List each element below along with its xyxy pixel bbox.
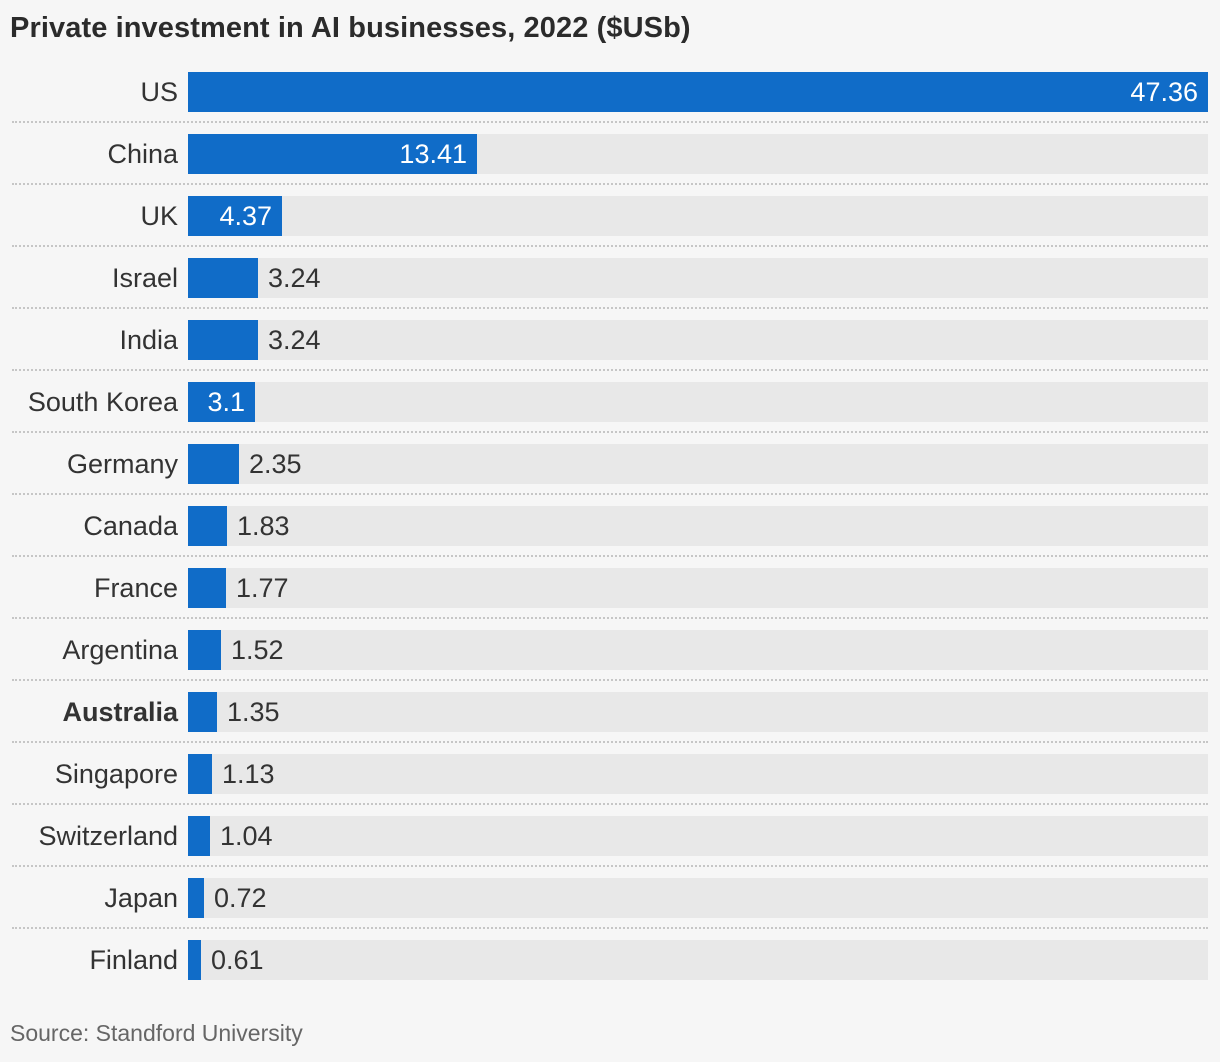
bar-row: France 1.77	[0, 556, 1220, 619]
bar-row: Israel 3.24	[0, 246, 1220, 309]
category-label: China	[107, 139, 178, 169]
bar	[188, 320, 258, 360]
value-label: 1.13	[222, 759, 275, 789]
row-divider	[12, 679, 1208, 681]
bar	[188, 444, 239, 484]
value-label: 1.35	[227, 697, 280, 727]
value-label: 4.37	[219, 201, 272, 231]
bar-row: India 3.24	[0, 308, 1220, 371]
bar-track: 47.36	[188, 72, 1208, 112]
bar	[188, 940, 201, 980]
category-label: South Korea	[27, 387, 178, 417]
category-label: Germany	[66, 449, 178, 479]
category-label: Canada	[83, 511, 178, 541]
bar-track: 4.37	[188, 196, 1208, 236]
bar	[188, 134, 477, 174]
row-divider	[12, 803, 1208, 805]
bar-row: UK 4.37	[0, 184, 1220, 247]
row-divider	[12, 865, 1208, 867]
bar-row: China 13.41	[0, 122, 1220, 185]
value-label: 3.24	[268, 263, 321, 293]
bar	[188, 258, 258, 298]
bar	[188, 568, 226, 608]
bar-track: 3.1	[188, 382, 1208, 422]
bar-chart: US 47.36 China 13.41 UK 4.37 Israel 3.24 India 3.…	[0, 60, 1220, 990]
bar-row: Australia 1.35	[0, 680, 1220, 743]
bar	[188, 72, 1208, 112]
bar	[188, 382, 255, 422]
bar-track: 1.52	[188, 630, 1208, 670]
bar	[188, 754, 212, 794]
bar-track: 1.77	[188, 568, 1208, 608]
category-label: Singapore	[54, 759, 178, 789]
bar-row: Finland 0.61	[0, 928, 1220, 990]
category-label: France	[93, 573, 178, 603]
row-divider	[12, 617, 1208, 619]
bar-track: 1.13	[188, 754, 1208, 794]
bar-row: Singapore 1.13	[0, 742, 1220, 805]
bar-track: 3.24	[188, 258, 1208, 298]
category-label: India	[119, 325, 178, 355]
row-divider	[12, 431, 1208, 433]
row-divider	[12, 555, 1208, 557]
value-label: 2.35	[249, 449, 302, 479]
row-divider	[12, 183, 1208, 185]
category-label: Australia	[62, 697, 178, 727]
category-label: Finland	[89, 945, 178, 975]
value-label: 13.41	[399, 139, 467, 169]
bar	[188, 878, 204, 918]
bar-row: Germany 2.35	[0, 432, 1220, 495]
bar-row: Canada 1.83	[0, 494, 1220, 557]
value-label: 0.72	[214, 883, 267, 913]
bar-row: South Korea 3.1	[0, 370, 1220, 433]
value-label: 1.04	[220, 821, 273, 851]
row-divider	[12, 369, 1208, 371]
row-divider	[12, 927, 1208, 929]
row-divider	[12, 245, 1208, 247]
bar	[188, 196, 282, 236]
source-note: Source: Standford University	[10, 1020, 303, 1046]
row-divider	[12, 121, 1208, 123]
category-label: Argentina	[62, 635, 178, 665]
row-divider	[12, 741, 1208, 743]
bar	[188, 816, 210, 856]
value-label: 0.61	[211, 945, 264, 975]
value-label: 3.1	[207, 387, 245, 417]
value-label: 3.24	[268, 325, 321, 355]
bar-row: Japan 0.72	[0, 866, 1220, 929]
bar-track: 1.35	[188, 692, 1208, 732]
bar-track: 1.83	[188, 506, 1208, 546]
bar	[188, 692, 217, 732]
value-label: 1.52	[231, 635, 284, 665]
row-divider	[12, 493, 1208, 495]
category-label: Switzerland	[38, 821, 178, 851]
bar-row: Switzerland 1.04	[0, 804, 1220, 867]
bar	[188, 506, 227, 546]
category-label: US	[140, 77, 178, 107]
category-label: Israel	[111, 263, 178, 293]
category-label: Japan	[104, 883, 178, 913]
bar-track: 13.41	[188, 134, 1208, 174]
value-label: 1.83	[237, 511, 290, 541]
chart-title: Private investment in AI businesses, 202…	[10, 12, 691, 44]
bar-track: 0.61	[188, 940, 1208, 980]
bar-row: Argentina 1.52	[0, 618, 1220, 681]
category-label: UK	[140, 201, 178, 231]
value-label: 47.36	[1130, 77, 1198, 107]
bar-track: 3.24	[188, 320, 1208, 360]
value-label: 1.77	[236, 573, 289, 603]
row-divider	[12, 307, 1208, 309]
bar-track: 2.35	[188, 444, 1208, 484]
bar	[188, 630, 221, 670]
bar-track: 1.04	[188, 816, 1208, 856]
bar-row: US 47.36	[0, 60, 1220, 123]
bar-track: 0.72	[188, 878, 1208, 918]
